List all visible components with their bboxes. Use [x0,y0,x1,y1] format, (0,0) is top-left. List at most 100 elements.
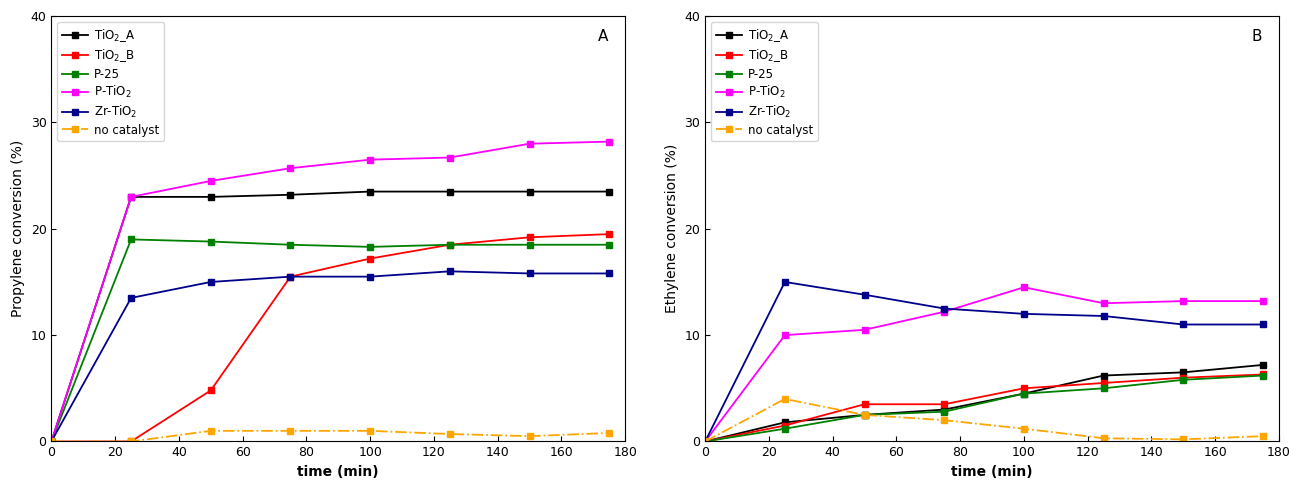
Zr-TiO$_{2}$ [1016,311,1031,317]
P-25 [777,426,793,432]
no catalyst [43,439,59,444]
Line: no catalyst: no catalyst [48,428,612,444]
Line: P-TiO$_{2}$: P-TiO$_{2}$ [702,284,1266,444]
TiO$_{2}$_B [43,439,59,444]
TiO$_{2}$_B [443,242,458,247]
TiO$_{2}$_B [1255,371,1271,377]
Line: Zr-TiO$_{2}$: Zr-TiO$_{2}$ [48,268,612,444]
Line: P-25: P-25 [702,372,1266,444]
Zr-TiO$_{2}$ [43,439,59,444]
TiO$_{2}$_B [698,439,713,444]
TiO$_{2}$_A [43,439,59,444]
Zr-TiO$_{2}$ [124,295,139,301]
TiO$_{2}$_A [936,407,952,413]
TiO$_{2}$_B [362,256,378,262]
TiO$_{2}$_A [698,439,713,444]
Zr-TiO$_{2}$ [1096,313,1112,319]
no catalyst [936,417,952,423]
P-TiO$_{2}$ [857,327,872,333]
P-25 [1176,377,1191,383]
P-TiO$_{2}$ [602,139,617,145]
P-25 [443,242,458,247]
TiO$_{2}$_B [283,274,298,280]
no catalyst [857,412,872,418]
TiO$_{2}$_B [777,422,793,428]
Line: TiO$_{2}$_A: TiO$_{2}$_A [702,362,1266,444]
P-25 [283,242,298,247]
Legend: TiO$_{2}$_A, TiO$_{2}$_B, P-25, P-TiO$_{2}$, Zr-TiO$_{2}$, no catalyst: TiO$_{2}$_A, TiO$_{2}$_B, P-25, P-TiO$_{… [711,22,818,141]
P-25 [857,412,872,418]
P-TiO$_{2}$ [283,165,298,171]
Text: B: B [1251,29,1262,44]
P-TiO$_{2}$ [43,439,59,444]
P-TiO$_{2}$ [1016,284,1031,290]
no catalyst [443,431,458,437]
Zr-TiO$_{2}$ [283,274,298,280]
no catalyst [777,396,793,402]
TiO$_{2}$_A [124,194,139,200]
no catalyst [1016,426,1031,432]
Line: Zr-TiO$_{2}$: Zr-TiO$_{2}$ [702,279,1266,444]
TiO$_{2}$_B [522,234,538,240]
Line: no catalyst: no catalyst [702,396,1266,444]
P-TiO$_{2}$ [124,194,139,200]
Text: A: A [598,29,608,44]
TiO$_{2}$_A [283,192,298,197]
Zr-TiO$_{2}$ [522,270,538,276]
TiO$_{2}$_A [1255,362,1271,368]
no catalyst [1176,437,1191,442]
TiO$_{2}$_A [362,189,378,195]
TiO$_{2}$_B [936,401,952,407]
TiO$_{2}$_B [1016,385,1031,391]
no catalyst [602,430,617,436]
Zr-TiO$_{2}$ [777,279,793,285]
TiO$_{2}$_A [777,419,793,425]
P-TiO$_{2}$ [443,155,458,161]
P-25 [203,239,219,245]
P-TiO$_{2}$ [1176,298,1191,304]
Zr-TiO$_{2}$ [936,306,952,312]
Y-axis label: Propylene conversion (%): Propylene conversion (%) [12,140,25,318]
TiO$_{2}$_A [857,412,872,418]
no catalyst [698,439,713,444]
X-axis label: time (min): time (min) [297,465,379,479]
Line: P-25: P-25 [48,236,612,444]
TiO$_{2}$_B [602,231,617,237]
TiO$_{2}$_B [124,439,139,444]
no catalyst [283,428,298,434]
P-25 [362,244,378,250]
no catalyst [203,428,219,434]
TiO$_{2}$_B [1096,380,1112,386]
TiO$_{2}$_B [1176,375,1191,381]
Line: TiO$_{2}$_B: TiO$_{2}$_B [702,371,1266,444]
TiO$_{2}$_A [602,189,617,195]
P-25 [43,439,59,444]
Zr-TiO$_{2}$ [443,269,458,274]
P-TiO$_{2}$ [1255,298,1271,304]
TiO$_{2}$_A [1096,372,1112,378]
Zr-TiO$_{2}$ [362,274,378,280]
TiO$_{2}$_A [522,189,538,195]
no catalyst [1096,435,1112,441]
P-TiO$_{2}$ [1096,300,1112,306]
X-axis label: time (min): time (min) [952,465,1032,479]
TiO$_{2}$_A [443,189,458,195]
Line: P-TiO$_{2}$: P-TiO$_{2}$ [48,139,612,444]
TiO$_{2}$_A [1176,369,1191,375]
Zr-TiO$_{2}$ [857,292,872,297]
Zr-TiO$_{2}$ [1255,321,1271,327]
P-25 [1016,391,1031,396]
P-TiO$_{2}$ [936,309,952,315]
P-25 [522,242,538,247]
P-25 [1096,385,1112,391]
no catalyst [1255,433,1271,439]
TiO$_{2}$_A [1016,391,1031,396]
P-25 [1255,372,1271,378]
Zr-TiO$_{2}$ [602,270,617,276]
P-TiO$_{2}$ [522,141,538,147]
no catalyst [124,439,139,444]
P-25 [124,237,139,243]
P-TiO$_{2}$ [777,332,793,338]
P-25 [698,439,713,444]
TiO$_{2}$_B [857,401,872,407]
